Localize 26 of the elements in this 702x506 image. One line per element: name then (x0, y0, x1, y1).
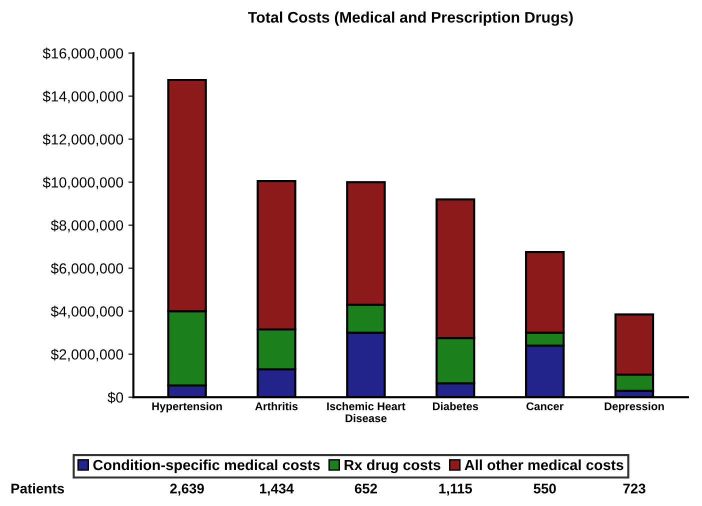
text: 652 (354, 484, 377, 494)
text: 1,115 (439, 484, 472, 496)
x-tick-label: Diabetes (432, 402, 478, 410)
y-tick-label: $10,000,000 (42, 176, 124, 190)
text: 1,434 (260, 484, 294, 496)
y-tick-label: $14,000,000 (42, 90, 124, 104)
y-tick-label: $4,000,000 (50, 306, 124, 318)
y-tick-label: $16,000,000 (42, 48, 124, 60)
text: Patients (11, 483, 64, 494)
y-tick-label: $12,000,000 (42, 134, 124, 146)
y-tick-label: $0 (108, 392, 124, 404)
x-tick-label: Ischemic Heart Disease (327, 402, 406, 422)
legend-label: Rx drug costs (344, 459, 440, 474)
y-tick-label: $2,000,000 (50, 348, 124, 362)
legend-label: Condition-specific medical costs (93, 459, 320, 474)
legend-label: All other medical costs (464, 459, 624, 470)
y-tick-label: $6,000,000 (50, 262, 124, 276)
text: 2,639 (170, 484, 204, 496)
x-tick-label: Arthritis (255, 402, 298, 410)
chart-title: Total Costs (Medical and Prescription Drugs) (248, 12, 573, 26)
y-tick-label: $8,000,000 (50, 220, 124, 232)
x-tick-label: Hypertension (152, 402, 222, 412)
x-tick-label: Cancer (526, 402, 564, 410)
text: 723 (623, 484, 646, 494)
x-tick-label: Depression (604, 402, 664, 412)
text: 550 (534, 484, 556, 494)
